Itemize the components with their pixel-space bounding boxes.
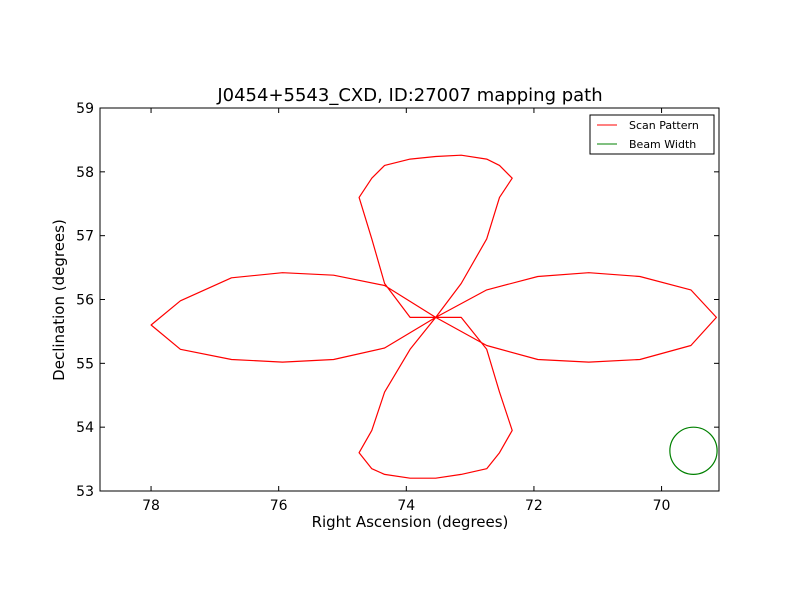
x-tick-label: 70 (653, 498, 671, 514)
y-tick-label: 57 (76, 229, 94, 245)
x-tick-label: 78 (142, 498, 160, 514)
y-tick-label: 58 (76, 165, 94, 181)
y-tick-label: 54 (76, 420, 94, 436)
data-layer (150, 154, 718, 479)
axis-ticks: 78 76 74 72 70 53 54 55 56 57 58 59 (76, 101, 719, 514)
y-tick-label: 59 (76, 101, 94, 117)
chart-title: J0454+5543_CXD, ID:27007 mapping path (216, 85, 602, 106)
series-beam-width (669, 426, 718, 476)
x-tick-label: 74 (397, 498, 415, 514)
y-tick-label: 56 (76, 293, 94, 309)
x-tick-label: 72 (525, 498, 543, 514)
legend-label-scan-pattern: Scan Pattern (629, 119, 699, 132)
legend-box (589, 114, 715, 155)
x-axis-label: Right Ascension (degrees) (312, 513, 509, 531)
plot-frame (99, 107, 720, 492)
legend-label-beam-width: Beam Width (629, 138, 696, 151)
x-tick-label: 76 (270, 498, 288, 514)
legend: Scan Pattern Beam Width (589, 114, 715, 155)
series-scan-pattern (150, 154, 718, 479)
y-tick-label: 53 (76, 484, 94, 500)
y-tick-label: 55 (76, 356, 94, 372)
y-axis-label: Declination (degrees) (50, 219, 68, 381)
